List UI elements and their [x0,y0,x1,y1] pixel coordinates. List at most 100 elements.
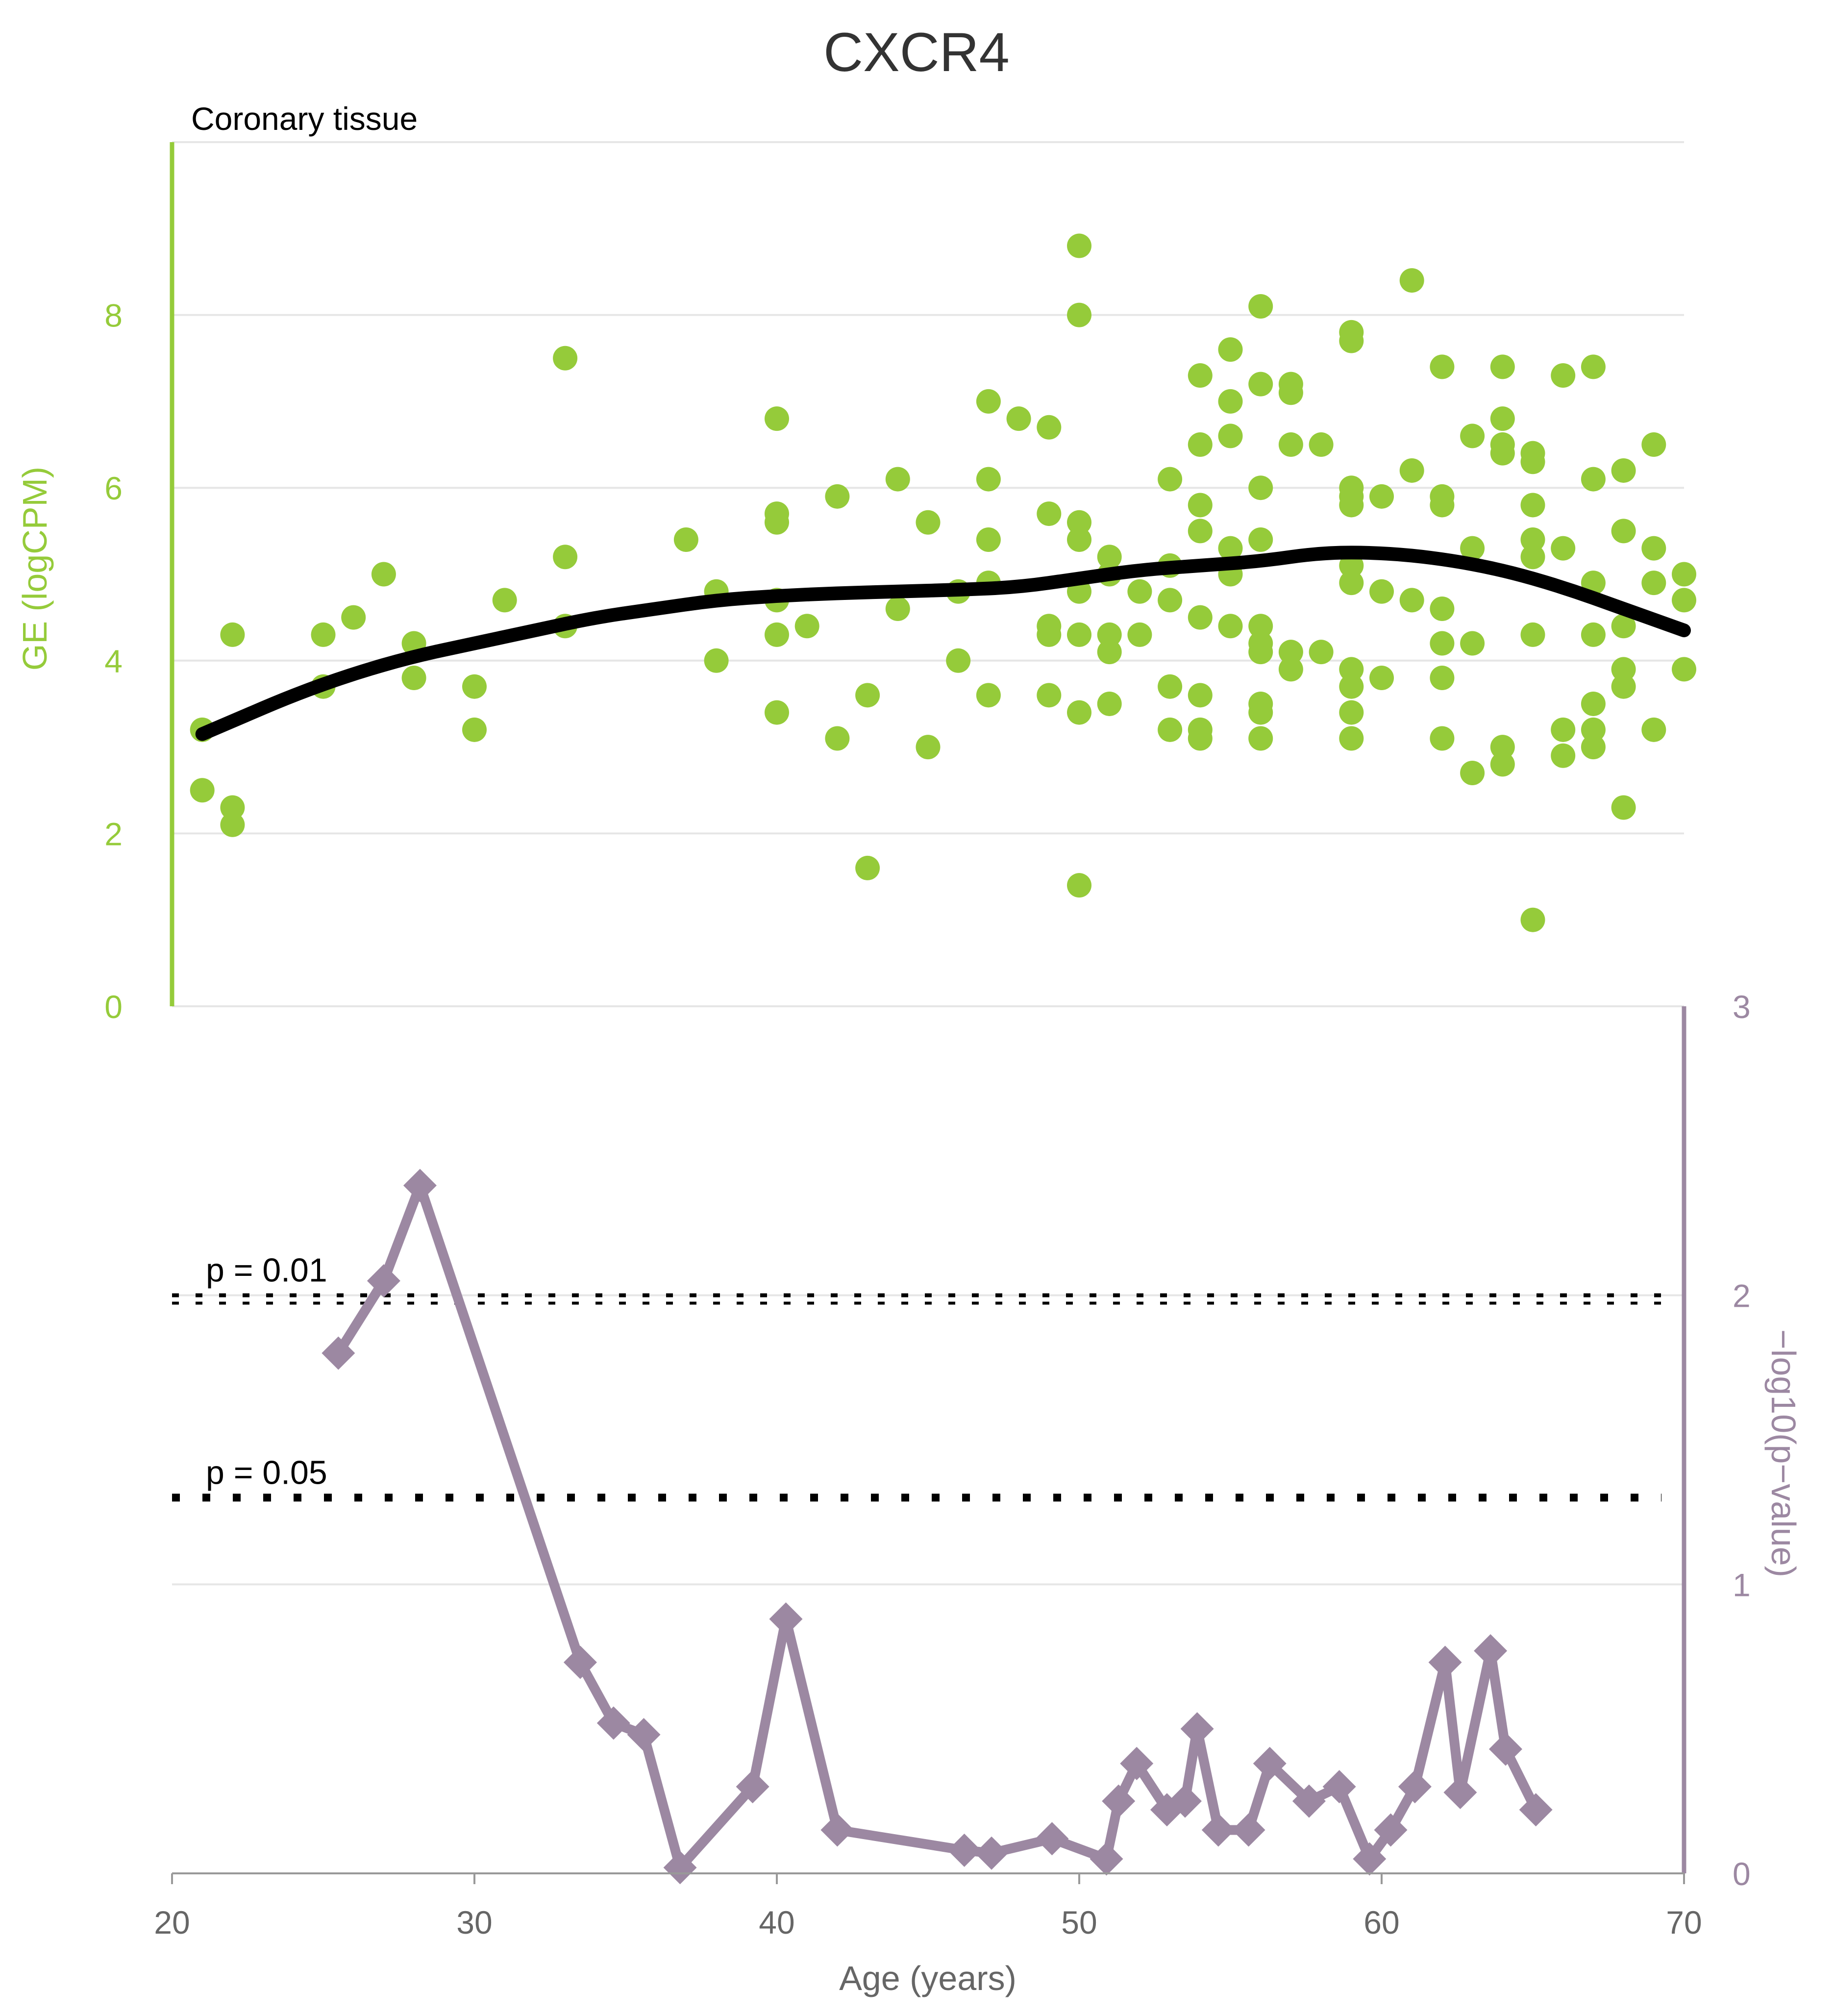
scatter-point-157 [1641,432,1666,457]
scatter-point-1 [190,778,215,803]
scatter-point-95 [1278,640,1303,665]
scatter-point-14 [553,346,578,371]
pvalue-marker-0 [322,1336,355,1370]
scatter-point-115 [1399,588,1424,613]
scatter-point-60 [1097,691,1122,716]
pvalue-marker-9 [820,1813,854,1847]
scatter-point-156 [1611,795,1636,820]
x-tick-20: 20 [154,1904,190,1941]
scatter-point-33 [916,510,941,535]
scatter-point-77 [1218,389,1243,414]
scatter-point-20 [765,406,789,431]
scatter-point-72 [1188,605,1213,630]
scatter-point-93 [1278,380,1303,405]
pvalue-marker-31 [1519,1793,1553,1827]
scatter-point-42 [1006,406,1031,431]
pvalue-marker-17 [1168,1784,1202,1818]
right-y-tick-1: 1 [1733,1567,1751,1603]
scatter-point-158 [1641,536,1666,561]
axis-ticks: 0 2 4 6 8 0 1 2 3 20 30 40 50 60 70 [104,298,1750,1941]
threshold-label-2: p = 0.05 [206,1454,327,1491]
pvalue-marker-12 [1035,1822,1069,1856]
scatter-point-118 [1430,493,1455,518]
x-axis-label: Age (years) [839,1959,1016,1997]
right-y-tick-3: 3 [1733,989,1751,1025]
scatter-point-71 [1188,519,1213,544]
scatter-point-159 [1641,571,1666,596]
pvalue-marker-19 [1201,1813,1235,1847]
chart-title: CXCR4 [823,22,1010,83]
pvalue-marker-26 [1398,1770,1432,1804]
pvalue-marker-27 [1428,1645,1462,1679]
scatter-point-130 [1490,441,1515,466]
scatter-point-97 [1309,432,1334,457]
scatter-point-65 [1158,588,1183,613]
scatter-point-63 [1158,467,1183,492]
scatter-point-32 [885,597,910,622]
scatter-point-56 [1097,545,1122,570]
scatter-point-15 [553,545,578,570]
scatter-point-86 [1248,614,1273,639]
x-tick-70: 70 [1666,1904,1702,1941]
pvalue-marker-5 [627,1717,661,1751]
scatter-point-46 [1037,622,1062,647]
scatter-point-19 [704,648,729,673]
scatter-point-107 [1339,674,1364,699]
pvalue-marker-28 [1443,1775,1477,1809]
right-y-axis-label: −log10(p−value) [1764,1329,1803,1577]
pvalue-marker-18 [1180,1712,1214,1746]
scatter-point-59 [1097,640,1122,665]
scatter-point-119 [1430,597,1455,622]
scatter-point-31 [885,467,910,492]
pvalue-marker-1 [367,1264,400,1298]
scatter-point-100 [1339,328,1364,353]
scatter-point-142 [1551,717,1576,742]
scatter-point-12 [462,717,487,742]
scatter-point-62 [1127,622,1152,647]
scatter-point-66 [1158,674,1183,699]
scatter-point-109 [1339,726,1364,751]
pvalue-marker-10 [947,1833,981,1867]
right-y-tick-0: 0 [1733,1856,1751,1892]
left-y-tick-2: 2 [104,816,123,852]
scatter-point-138 [1520,622,1545,647]
scatter-point-110 [1369,484,1394,509]
scatter-point-37 [976,389,1001,414]
pvalue-marker-23 [1322,1770,1356,1804]
scatter-point-43 [1037,415,1062,440]
scatter-point-78 [1218,423,1243,448]
scatter-point-81 [1218,614,1243,639]
scatter-point-41 [976,683,1001,708]
scatter-point-128 [1490,406,1515,431]
scatter-point-153 [1611,614,1636,639]
scatter-point-47 [1037,683,1062,708]
scatter-point-132 [1490,752,1515,777]
scatter-point-150 [1581,735,1606,760]
scatter-point-103 [1339,493,1364,518]
pvalue-marker-22 [1292,1784,1326,1818]
pvalue-marker-15 [1120,1746,1154,1780]
scatter-point-25 [765,700,789,725]
scatter-point-111 [1369,579,1394,604]
pvalue-marker-14 [1102,1784,1136,1818]
pvalue-marker-6 [663,1851,697,1885]
scatter-point-163 [1672,657,1696,682]
scatter-point-140 [1551,363,1576,388]
scatter-point-112 [1369,666,1394,691]
pvalue-marker-7 [736,1770,769,1804]
scatter-point-151 [1611,458,1636,483]
scatter-point-85 [1248,527,1273,552]
scatter-point-58 [1097,622,1122,647]
pvalue-marker-2 [403,1169,437,1202]
scatter-point-29 [855,683,880,708]
scatter-point-36 [946,648,971,673]
scatter-point-50 [1067,510,1091,535]
scatter-point-136 [1520,527,1545,552]
scatter-point-134 [1520,449,1545,474]
threshold-label-1: p = 0.01 [206,1252,327,1289]
scatter-point-34 [916,735,941,760]
pvalue-marker-3 [563,1645,597,1679]
scatter-point-84 [1248,475,1273,500]
scatter-point-152 [1611,519,1636,544]
